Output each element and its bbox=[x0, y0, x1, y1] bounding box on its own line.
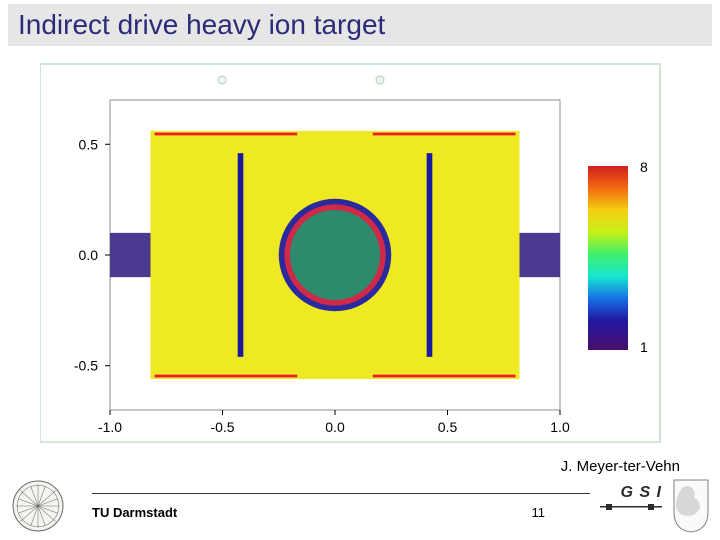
colorbar-bottom-label: 1 bbox=[640, 339, 648, 355]
credit-text: J. Meyer-ter-Vehn bbox=[561, 458, 680, 475]
y-tick-label: 0.5 bbox=[79, 136, 99, 152]
footer-affiliation: TU Darmstadt bbox=[92, 505, 177, 520]
slide-title: Indirect drive heavy ion target bbox=[18, 9, 385, 41]
dot-icon bbox=[218, 76, 226, 84]
capsule-inner bbox=[290, 210, 380, 300]
beam-stub bbox=[520, 233, 561, 277]
gsi-logo-underline bbox=[600, 504, 662, 512]
crest-logo bbox=[668, 478, 714, 534]
x-tick-label: 1.0 bbox=[550, 419, 570, 435]
y-tick-label: 0.0 bbox=[79, 247, 99, 263]
x-tick-labels: -1.0 -0.5 0.0 0.5 1.0 bbox=[98, 410, 570, 435]
shield-rod bbox=[238, 153, 244, 357]
x-tick-label: 0.0 bbox=[325, 419, 345, 435]
shield-rod bbox=[427, 153, 433, 357]
gsi-logo-text: G S I bbox=[621, 484, 662, 502]
y-tick-label: -0.5 bbox=[74, 358, 98, 374]
dot-icon bbox=[376, 76, 384, 84]
plot-area: 8 1 -1.0 -0.5 0.0 0.5 1.0 -0.5 0.0 0.5 bbox=[40, 62, 680, 454]
tu-darmstadt-logo bbox=[12, 480, 64, 532]
plot-svg: 8 1 -1.0 -0.5 0.0 0.5 1.0 -0.5 0.0 0.5 bbox=[40, 62, 680, 454]
colorbar: 8 1 bbox=[588, 159, 648, 355]
page-number: 11 bbox=[532, 505, 546, 520]
colorbar-rect bbox=[588, 166, 628, 350]
x-tick-label: -1.0 bbox=[98, 419, 122, 435]
x-tick-label: -0.5 bbox=[210, 419, 234, 435]
x-tick-label: 0.5 bbox=[438, 419, 458, 435]
plot-content bbox=[110, 131, 560, 379]
y-tick-labels: -0.5 0.0 0.5 bbox=[74, 136, 110, 373]
footer-divider bbox=[92, 493, 590, 494]
colorbar-top-label: 8 bbox=[640, 159, 648, 175]
beam-stub bbox=[110, 233, 151, 277]
title-bar: Indirect drive heavy ion target bbox=[8, 4, 712, 46]
slide-root: Indirect drive heavy ion target 8 1 bbox=[0, 0, 720, 540]
